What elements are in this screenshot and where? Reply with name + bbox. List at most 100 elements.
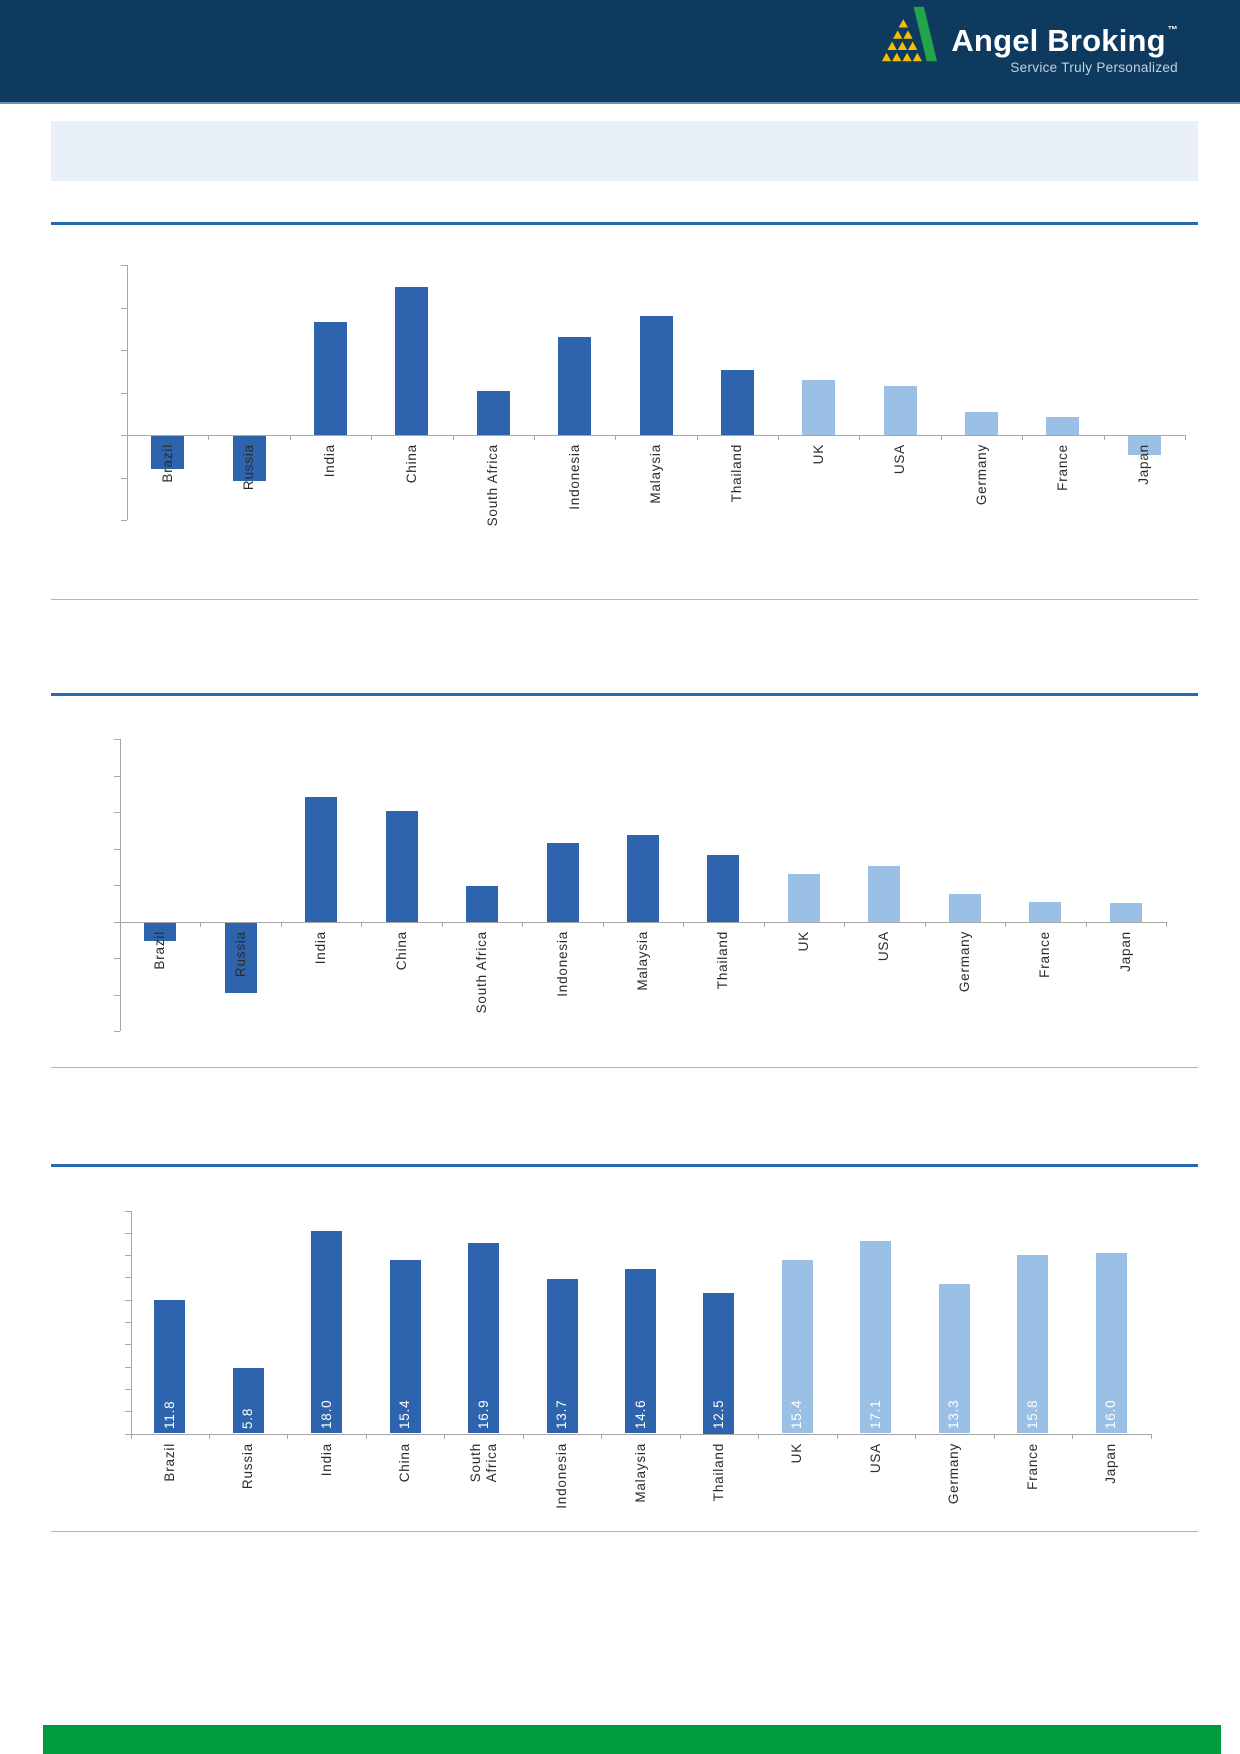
brand-tagline: Service Truly Personalized [1010, 60, 1178, 75]
bar-south-africa [466, 885, 499, 922]
x-axis [120, 921, 1166, 923]
x-axis-tick [287, 1433, 289, 1439]
x-label-usa: USA [876, 930, 892, 961]
logo-text-block: Angel Broking ™ Service Truly Personalize… [951, 6, 1178, 75]
x-label-uk: UK [795, 930, 811, 952]
bar-value-label: 12.5 [710, 1399, 726, 1429]
x-axis-tick [602, 921, 604, 927]
x-axis-tick [1022, 435, 1024, 440]
title-banner [51, 121, 1198, 181]
bar-thailand [720, 370, 754, 435]
x-axis [127, 435, 1185, 436]
x-axis-tick [859, 435, 861, 440]
x-axis-tick [533, 435, 535, 440]
bar-brazil [144, 922, 177, 941]
bar-indonesia [558, 336, 592, 435]
x-label-india: India [318, 1442, 334, 1476]
bar-japan [1095, 1253, 1127, 1434]
y-axis-tick [124, 1388, 131, 1390]
x-axis-tick [679, 1433, 681, 1439]
y-axis-tick [114, 958, 120, 960]
bar-brazil [151, 436, 185, 469]
x-axis-tick [683, 921, 685, 927]
x-axis-tick [1185, 435, 1186, 440]
x-label-france: France [1024, 1442, 1040, 1490]
bar-brazil [154, 1300, 186, 1434]
brand-name: Angel Broking ™ [951, 23, 1178, 58]
x-label-indonesia: Indonesia [554, 930, 570, 997]
bar-uk [802, 380, 836, 435]
y-axis-tick [114, 775, 120, 777]
bar-value-label: 14.6 [632, 1399, 648, 1429]
x-axis-tick [924, 921, 926, 927]
trademark-symbol: ™ [1167, 25, 1178, 36]
y-axis-tick [114, 885, 120, 887]
bar-value-label: 15.4 [397, 1399, 413, 1429]
x-axis-tick [130, 1433, 132, 1439]
bar-thailand [703, 1292, 735, 1434]
x-label-malaysia: Malaysia [635, 930, 650, 991]
chart-1-bottom-rule [51, 599, 1198, 600]
x-label-indonesia: Indonesia [566, 444, 582, 510]
x-label-brazil: Brazil [152, 930, 168, 970]
bar-south-africa [476, 391, 510, 435]
x-axis-tick [444, 1433, 446, 1439]
header-bar: Angel Broking ™ Service Truly Personalize… [0, 0, 1240, 104]
x-axis-tick [1103, 435, 1105, 440]
bar-uk [781, 1259, 813, 1434]
x-axis [130, 1433, 1151, 1435]
x-axis-tick [365, 1433, 367, 1439]
x-label-uk: UK [789, 1442, 805, 1463]
bar-indonesia [546, 1279, 578, 1434]
y-axis-tick [121, 392, 127, 394]
y-axis-tick [121, 307, 127, 309]
x-label-japan: Japan [1136, 444, 1152, 485]
y-axis-tick [124, 1210, 131, 1212]
y-axis-tick [124, 1322, 131, 1323]
x-label-usa: USA [892, 444, 908, 475]
x-axis-tick [696, 435, 698, 440]
x-axis-tick [361, 921, 363, 927]
y-axis-tick [114, 739, 120, 741]
x-axis-tick [758, 1433, 760, 1439]
logo-pyramid-icon [882, 6, 938, 62]
bar-japan [1109, 902, 1142, 922]
bar-france [1017, 1255, 1049, 1434]
x-axis-tick [778, 435, 780, 440]
x-label-china: China [403, 444, 419, 484]
x-axis-tick [200, 921, 202, 927]
x-label-brazil: Brazil [159, 444, 175, 483]
x-axis-tick [1166, 921, 1167, 927]
y-axis-tick [114, 994, 120, 996]
bar-germany [965, 411, 999, 435]
y-axis-tick [124, 1277, 131, 1279]
bar-china [389, 1259, 421, 1434]
x-axis-tick [280, 921, 282, 927]
x-axis-tick [208, 435, 210, 440]
bar-value-label: 13.3 [946, 1399, 962, 1429]
y-axis-tick [124, 1366, 131, 1368]
bar-south-africa [468, 1242, 500, 1434]
y-axis-tick [121, 435, 127, 436]
x-axis-tick [993, 1433, 995, 1439]
y-axis-tick [124, 1232, 131, 1234]
bar-malaysia [639, 315, 673, 435]
y-axis [130, 1210, 132, 1434]
x-axis-tick [452, 435, 454, 440]
angel-broking-logo: Angel Broking ™ Service Truly Personalize… [879, 6, 1178, 75]
x-label-thailand: Thailand [715, 930, 731, 989]
chart-3-top-rule [51, 1164, 1198, 1167]
bar-france [1046, 417, 1080, 435]
y-axis-tick [124, 1255, 131, 1257]
x-axis-tick [836, 1433, 838, 1439]
y-axis-tick [124, 1433, 131, 1435]
bar-malaysia [627, 834, 659, 922]
bar-usa [883, 386, 917, 435]
y-axis-tick [114, 848, 120, 850]
x-label-france: France [1037, 930, 1053, 978]
x-label-germany: Germany [946, 1442, 962, 1504]
x-axis-tick [289, 435, 291, 440]
